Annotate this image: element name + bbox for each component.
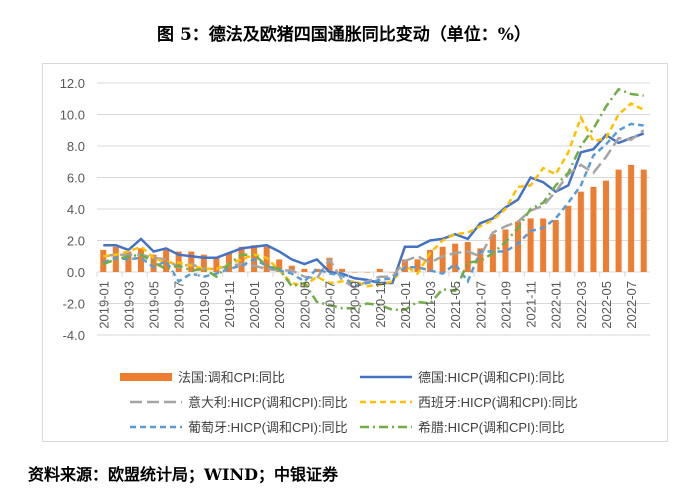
legend-label: 西班牙:HICP(调和CPI):同比	[418, 395, 578, 410]
y-tick-label: 2.0	[67, 234, 85, 249]
bar-france	[502, 229, 509, 272]
bar-france	[427, 249, 434, 272]
x-tick-label: 2020-01	[247, 281, 262, 329]
bar-france	[401, 259, 408, 272]
bar-france	[439, 246, 446, 272]
legend-swatch-line	[130, 400, 182, 403]
legend-item: 意大利:HICP(调和CPI):同比	[130, 392, 348, 411]
legend-item: 法国:调和CPI:同比	[120, 367, 285, 386]
bar-france	[527, 218, 534, 272]
bar-france	[452, 243, 459, 272]
y-tick-label: 12.0	[60, 76, 85, 91]
bar-france	[389, 272, 396, 273]
legend-label: 意大利:HICP(调和CPI):同比	[188, 395, 348, 410]
x-tick-label: 2019-05	[147, 281, 162, 329]
series-line-3	[103, 102, 645, 288]
bar-france	[565, 205, 572, 272]
x-tick-label: 2020-11	[373, 281, 388, 328]
x-tick-label: 2020-03	[272, 281, 287, 329]
legend-item: 德国:HICP(调和CPI):同比	[360, 367, 565, 386]
bar-france	[351, 272, 358, 273]
legend-item: 葡萄牙:HICP(调和CPI):同比	[130, 417, 348, 436]
bar-france	[615, 169, 622, 272]
bar-france	[339, 268, 346, 272]
legend-label: 法国:调和CPI:同比	[178, 370, 285, 385]
bar-france	[603, 180, 610, 272]
bar-france	[188, 251, 195, 272]
legend-label: 希腊:HICP(调和CPI):同比	[418, 420, 565, 435]
series-line-4	[102, 122, 644, 288]
bar-france	[213, 257, 220, 272]
bar-france	[540, 218, 547, 272]
x-tick-label: 2022-05	[599, 281, 614, 329]
legend-swatch-line	[360, 375, 412, 378]
x-tick-label: 2021-07	[473, 281, 488, 329]
bar-france	[577, 191, 584, 272]
bar-france	[552, 220, 559, 272]
legend-label: 德国:HICP(调和CPI):同比	[418, 370, 565, 385]
bar-france	[414, 259, 421, 272]
bar-france	[326, 257, 333, 272]
x-tick-label: 2019-09	[197, 281, 212, 329]
x-tick-label: 2022-07	[624, 281, 639, 329]
bar-france	[464, 242, 471, 272]
bar-france	[150, 254, 157, 272]
series-line-5	[102, 87, 644, 312]
bar-france	[301, 268, 308, 272]
bar-france	[640, 169, 647, 272]
legend-item: 西班牙:HICP(调和CPI):同比	[360, 392, 578, 411]
bar-france	[628, 164, 635, 272]
series-line-2	[103, 129, 645, 290]
y-tick-label: 4.0	[67, 202, 85, 217]
x-tick-label: 2021-05	[448, 281, 463, 329]
x-tick-label: 2019-07	[172, 281, 187, 329]
bar-france	[200, 254, 207, 272]
bar-france	[364, 272, 371, 273]
x-tick-label: 2021-03	[423, 281, 438, 329]
bar-france	[590, 186, 597, 272]
x-tick-label: 2020-07	[323, 281, 338, 329]
source-note: 资料来源：欧盟统计局；WIND；中银证券	[28, 465, 338, 484]
legend-swatch-line	[360, 425, 412, 428]
y-tick-label: 8.0	[67, 139, 85, 154]
chart-frame	[42, 63, 668, 442]
legend-swatch-line	[360, 400, 412, 403]
y-tick-label: 6.0	[67, 171, 85, 186]
y-tick-label: 0.0	[67, 265, 85, 280]
x-tick-label: 2022-03	[574, 281, 589, 329]
bar-france	[477, 248, 484, 272]
bar-france	[288, 265, 295, 272]
y-tick-label: 10.0	[60, 108, 85, 123]
x-tick-label: 2022-01	[549, 281, 564, 329]
y-tick-label: -4.0	[63, 328, 85, 343]
x-tick-label: 2021-09	[498, 281, 513, 329]
x-tick-label: 2019-11	[222, 281, 237, 328]
bar-france	[163, 249, 170, 272]
bar-france	[125, 251, 132, 272]
bar-france	[376, 268, 383, 272]
x-tick-label: 2020-05	[297, 281, 312, 329]
x-tick-label: 2021-01	[398, 281, 413, 329]
bar-france	[225, 253, 232, 272]
bar-france	[137, 248, 144, 272]
legend-item: 希腊:HICP(调和CPI):同比	[360, 417, 565, 436]
legend-label: 葡萄牙:HICP(调和CPI):同比	[188, 420, 348, 435]
x-tick-label: 2019-01	[96, 281, 111, 329]
bar-france	[100, 249, 107, 272]
x-tick-label: 2019-03	[121, 281, 136, 329]
legend-swatch-line	[130, 425, 182, 428]
x-tick-label: 2020-09	[348, 281, 363, 329]
bar-france	[238, 246, 245, 272]
bar-france	[276, 259, 283, 272]
legend-swatch-bar	[120, 372, 172, 381]
figure-title: 图 5：德法及欧猪四国通胀同比变动（单位：%）	[157, 25, 531, 45]
bar-france	[515, 221, 522, 272]
x-tick-label: 2021-11	[524, 281, 539, 328]
y-tick-label: -2.0	[63, 297, 85, 312]
